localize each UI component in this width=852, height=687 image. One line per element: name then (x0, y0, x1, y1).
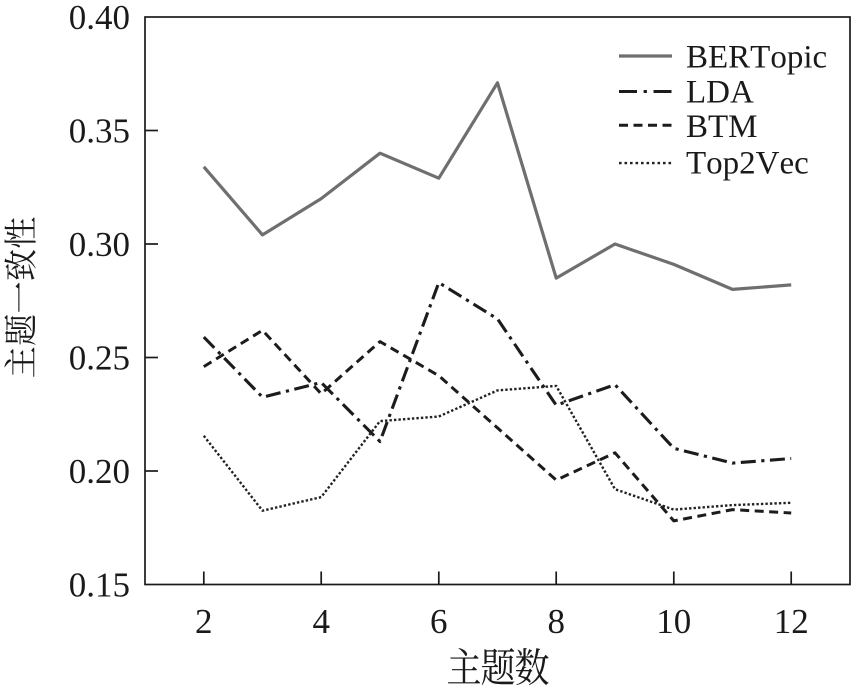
svg-text:0.35: 0.35 (69, 112, 130, 151)
svg-text:Top2Vec: Top2Vec (686, 145, 809, 181)
svg-text:10: 10 (656, 602, 691, 641)
svg-text:BERTopic: BERTopic (686, 39, 827, 75)
svg-text:LDA: LDA (686, 74, 754, 110)
svg-text:12: 12 (774, 602, 809, 641)
svg-text:4: 4 (312, 602, 330, 641)
svg-text:0.20: 0.20 (69, 452, 130, 491)
svg-text:0.40: 0.40 (69, 0, 130, 37)
svg-text:0.30: 0.30 (69, 225, 130, 264)
svg-text:0.25: 0.25 (69, 339, 130, 378)
svg-text:BTM: BTM (686, 109, 758, 145)
svg-text:6: 6 (430, 602, 448, 641)
svg-text:0.15: 0.15 (69, 566, 130, 605)
svg-text:8: 8 (547, 602, 565, 641)
svg-text:2: 2 (195, 602, 213, 641)
